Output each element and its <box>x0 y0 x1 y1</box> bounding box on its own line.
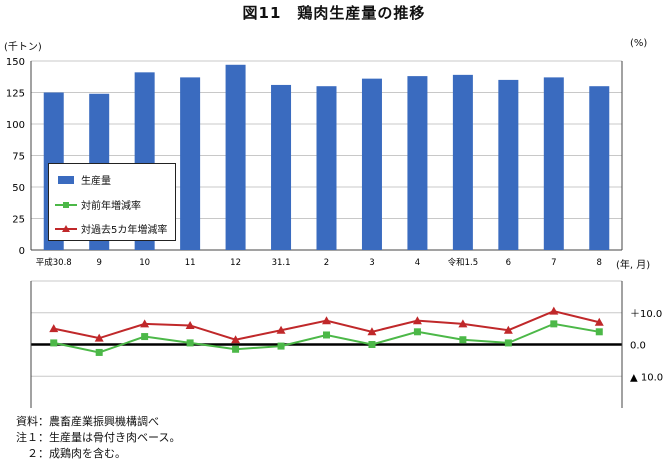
bar <box>543 77 564 250</box>
bar <box>589 86 610 250</box>
x-axis-unit: (年, 月) <box>616 260 651 271</box>
x-tick-label: 9 <box>96 258 101 268</box>
point-yoy <box>550 320 558 328</box>
point-five-year <box>185 320 195 329</box>
point-five-year <box>367 327 377 336</box>
point-yoy <box>95 348 103 356</box>
point-five-year <box>322 316 331 325</box>
bar <box>407 76 428 251</box>
point-five-year <box>231 335 241 344</box>
right-axis-unit: (%) <box>630 38 648 49</box>
y-tick-label-left: 125 <box>6 89 25 100</box>
y-tick-label-left: 50 <box>12 183 25 194</box>
x-tick-label: 8 <box>597 258 602 268</box>
point-five-year <box>140 319 150 328</box>
point-five-year <box>503 325 513 334</box>
x-tick-label: 平成30.8 <box>36 257 72 268</box>
legend-item-five-year: 対過去5カ年増減率 <box>55 221 167 236</box>
point-yoy <box>459 336 467 344</box>
x-tick-label: 令和1.5 <box>448 257 479 268</box>
point-yoy <box>141 333 149 341</box>
point-yoy <box>232 345 240 353</box>
y-tick-label-right: ▲ 10.0 <box>630 372 663 383</box>
left-axis-unit: (千トン) <box>4 42 42 53</box>
point-five-year <box>458 319 468 328</box>
legend-item-production: 生産量 <box>55 172 111 187</box>
point-yoy <box>413 328 421 336</box>
point-yoy <box>186 339 194 347</box>
x-tick-label: 3 <box>369 258 374 268</box>
point-yoy <box>504 339 512 347</box>
y-tick-label-right: 0.0 <box>630 341 646 352</box>
point-five-year <box>94 333 104 342</box>
x-tick-label: 11 <box>185 258 196 268</box>
point-five-year <box>594 317 604 326</box>
point-yoy <box>368 341 376 348</box>
y-tick-label-left: 150 <box>6 57 25 68</box>
legend-line-swatch-five-year <box>55 224 77 234</box>
legend-item-yoy: 対前年増減率 <box>55 197 141 212</box>
chart-title: 図11 鶏肉生産量の推移 <box>242 4 426 22</box>
y-tick-label-right: ＋10.0 <box>630 309 662 320</box>
note-2: ２：成鶏肉を含む。 <box>16 447 126 460</box>
point-yoy <box>323 331 330 339</box>
bar <box>498 79 519 251</box>
bar <box>180 77 201 250</box>
point-yoy <box>595 328 603 336</box>
x-tick-label: 31.1 <box>272 258 291 268</box>
point-five-year <box>49 324 59 333</box>
x-tick-label: 12 <box>230 258 241 268</box>
legend: 生産量 対前年増減率 対過去5カ年増減率 <box>48 163 176 241</box>
bar <box>225 64 246 250</box>
legend-label-yoy: 対前年増減率 <box>81 201 141 212</box>
x-tick-label: 2 <box>324 258 329 268</box>
legend-label-five-year: 対過去5カ年増減率 <box>81 225 168 236</box>
y-tick-label-left: 75 <box>12 152 25 163</box>
x-tick-label: 6 <box>506 258 511 268</box>
notes: 資料：農畜産業振興機構調べ 注１：生産量は骨付き肉ベース。 ２：成鶏肉を含む。 <box>16 414 180 462</box>
y-tick-label-left: 100 <box>6 120 25 131</box>
y-tick-label-left: 25 <box>12 215 25 226</box>
point-yoy <box>50 339 58 347</box>
x-tick-label: 10 <box>139 258 150 268</box>
y-tick-label-left: 0 <box>19 246 25 257</box>
bar <box>316 86 337 250</box>
legend-label-production: 生産量 <box>81 176 111 187</box>
point-five-year <box>412 316 422 325</box>
bar <box>271 84 292 250</box>
bar <box>452 74 473 250</box>
x-tick-label: 4 <box>415 258 420 268</box>
point-five-year <box>549 306 559 315</box>
note-1: 注１：生産量は骨付き肉ベース。 <box>16 431 181 444</box>
bar <box>361 78 382 250</box>
legend-line-swatch-yoy <box>55 200 77 210</box>
x-tick-label: 7 <box>551 258 556 268</box>
point-five-year <box>276 325 286 334</box>
note-source: 資料：農畜産業振興機構調べ <box>16 415 159 428</box>
point-yoy <box>277 342 285 350</box>
legend-bar-swatch <box>55 175 77 185</box>
